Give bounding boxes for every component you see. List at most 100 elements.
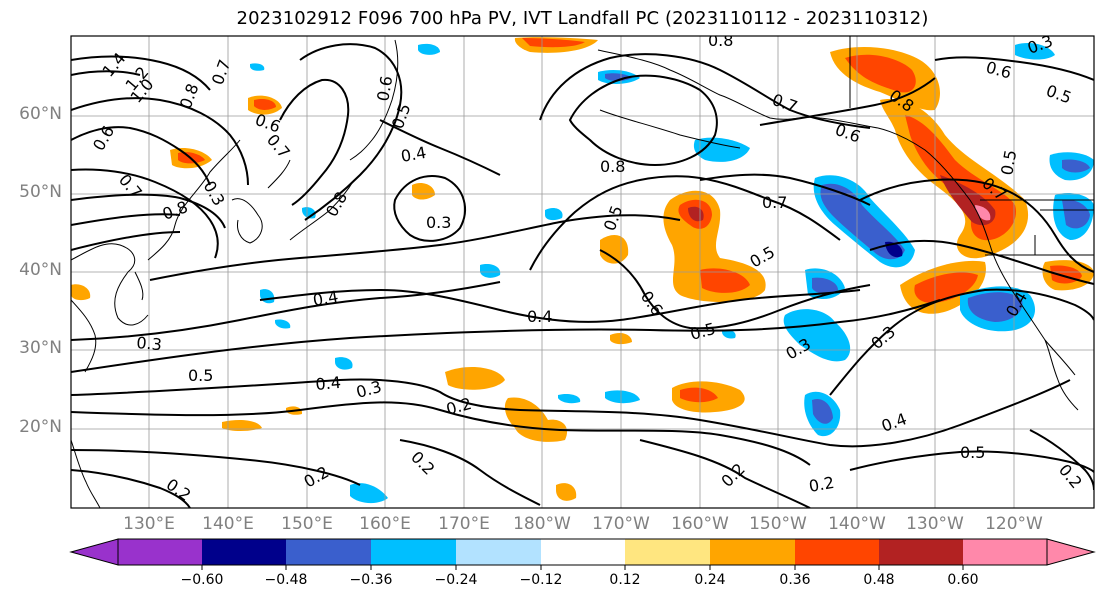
fill-misc-orange-1 <box>412 183 435 200</box>
contour-label: 0.7 <box>208 57 235 87</box>
contour-label: 0.5 <box>960 443 985 462</box>
contour-label: 0.4 <box>311 287 339 310</box>
contour-label: 0.4 <box>315 373 342 394</box>
coast-kurils <box>289 179 355 241</box>
contour-0.7-alaska <box>539 53 871 129</box>
coast-japan <box>231 159 291 244</box>
fill-neg-bs-mid <box>605 73 632 81</box>
contour-label: 0.3 <box>354 377 384 402</box>
contour-label: 0.2 <box>807 473 835 496</box>
colorbar-segment <box>202 539 286 565</box>
colorbar-segment <box>286 539 371 565</box>
fill-neg-small-6 <box>605 390 640 404</box>
colorbar-tick-label: 0.60 <box>947 572 979 588</box>
contour-0.5-arctic <box>934 56 1094 81</box>
fill-southcal-red <box>914 272 978 304</box>
lon-label-120w: 120°W <box>985 514 1043 534</box>
contour-0.7-kam <box>279 78 350 206</box>
lon-label-140e: 140°E <box>202 514 254 534</box>
contour-0.7-west <box>71 97 249 186</box>
canada-border <box>980 199 1094 211</box>
lat-label-30n: 30°N <box>19 338 62 358</box>
figure-title: 2023102912 F096 700 hPa PV, IVT Landfall… <box>236 8 929 29</box>
contour-0.7-north <box>699 173 871 206</box>
colorbar-segment <box>963 539 1047 565</box>
contour-label: 0.3 <box>200 178 229 210</box>
contour-0.2-se <box>1029 429 1094 491</box>
fill-neg-small-2 <box>545 207 563 221</box>
contour-label: 0.8 <box>708 31 733 50</box>
fill-neg-ak-light <box>1015 43 1055 60</box>
contour-0.5-mid <box>149 214 681 281</box>
contour-label: 0.5 <box>188 366 213 385</box>
contour-label: 0.5 <box>688 319 718 344</box>
contour-0.3-ring <box>393 175 466 242</box>
contour-0.2-south <box>71 439 811 508</box>
fill-sub-orange-1 <box>445 366 505 390</box>
contour-label: 0.3 <box>136 333 163 354</box>
fill-misc-orange-4 <box>556 483 577 501</box>
lon-label-150w: 150°W <box>749 514 807 534</box>
contour-0.5-se <box>849 450 1094 473</box>
fill-coast-pink <box>975 205 991 221</box>
fill-misc-orange-3 <box>222 420 262 431</box>
lon-label-150e: 150°E <box>281 514 333 534</box>
map-area: 1.4 1.2 1.0 0.8 0.7 0.6 0.7 0.6 0.7 0.8 … <box>71 31 1094 508</box>
contour-0.5-south <box>71 299 941 373</box>
contour-0.4-kam <box>379 119 501 176</box>
contour-0.6-ne <box>759 77 936 126</box>
coast-korea <box>134 271 144 301</box>
contour-label: 0.6 <box>637 287 667 319</box>
contour-label: 0.2 <box>407 447 438 478</box>
fill-neg-small-9 <box>275 319 291 329</box>
colorbar <box>69 538 1096 570</box>
coast-aleutians <box>599 109 741 149</box>
colorbar-segment <box>795 539 879 565</box>
lat-label-50n: 50°N <box>19 182 62 202</box>
contour-0.4-mid <box>259 288 861 323</box>
contour-0.5-east <box>859 178 1094 273</box>
fill-neg-okh-light <box>418 43 440 55</box>
colorbar-segment <box>879 539 963 565</box>
lon-label-130e: 130°E <box>123 514 175 534</box>
coast-mexico <box>1044 339 1079 411</box>
region-borders <box>849 36 1094 256</box>
contour-label: 0.6 <box>373 74 396 102</box>
contour-1.2-west <box>71 213 181 226</box>
contour-label: 0.8 <box>322 188 351 220</box>
fill-north-red <box>522 38 585 48</box>
fill-neg-calif-mid <box>967 292 1023 322</box>
colorbar-segment <box>456 539 541 565</box>
colorbar-segment <box>625 539 710 565</box>
contour-0.4-south <box>71 378 1071 448</box>
lon-label-140w: 140°W <box>828 514 886 534</box>
fill-neg-small-4 <box>335 357 353 370</box>
contour-label: 0.4 <box>527 307 552 326</box>
contour-label: 0.5 <box>1044 81 1074 108</box>
colorbar-extend-low <box>69 538 119 566</box>
coastlines <box>71 39 1079 508</box>
fill-neg-small-7 <box>558 393 581 404</box>
contour-0.8-west <box>71 168 219 259</box>
contour-label: 0.2 <box>301 462 333 491</box>
contour-label: 0.8 <box>176 81 203 111</box>
contour-label: 0.4 <box>399 143 427 166</box>
pv-contours <box>71 43 1094 508</box>
colorbar-tick-label: 0.36 <box>779 572 811 588</box>
contour-label: 0.5 <box>600 203 627 233</box>
contour-0.5-north <box>529 175 841 271</box>
contour-0.8-alaska <box>568 74 718 167</box>
fill-neg-ak2-light <box>693 137 750 162</box>
colorbar-segment <box>118 539 202 565</box>
fill-neg-mid-mid <box>812 277 838 294</box>
fill-korea-orange <box>71 284 91 301</box>
fill-neg-small-11 <box>722 329 736 339</box>
lon-label-180w: 180°W <box>513 514 571 534</box>
contour-0.8-nw <box>71 55 211 91</box>
contour-label: 0.5 <box>997 148 1020 176</box>
fill-sub-orange-2 <box>504 397 568 442</box>
colorbar-tick-label: 0.24 <box>694 572 726 588</box>
lon-label-160e: 160°E <box>359 514 411 534</box>
contour-0.3-mid <box>71 281 501 341</box>
